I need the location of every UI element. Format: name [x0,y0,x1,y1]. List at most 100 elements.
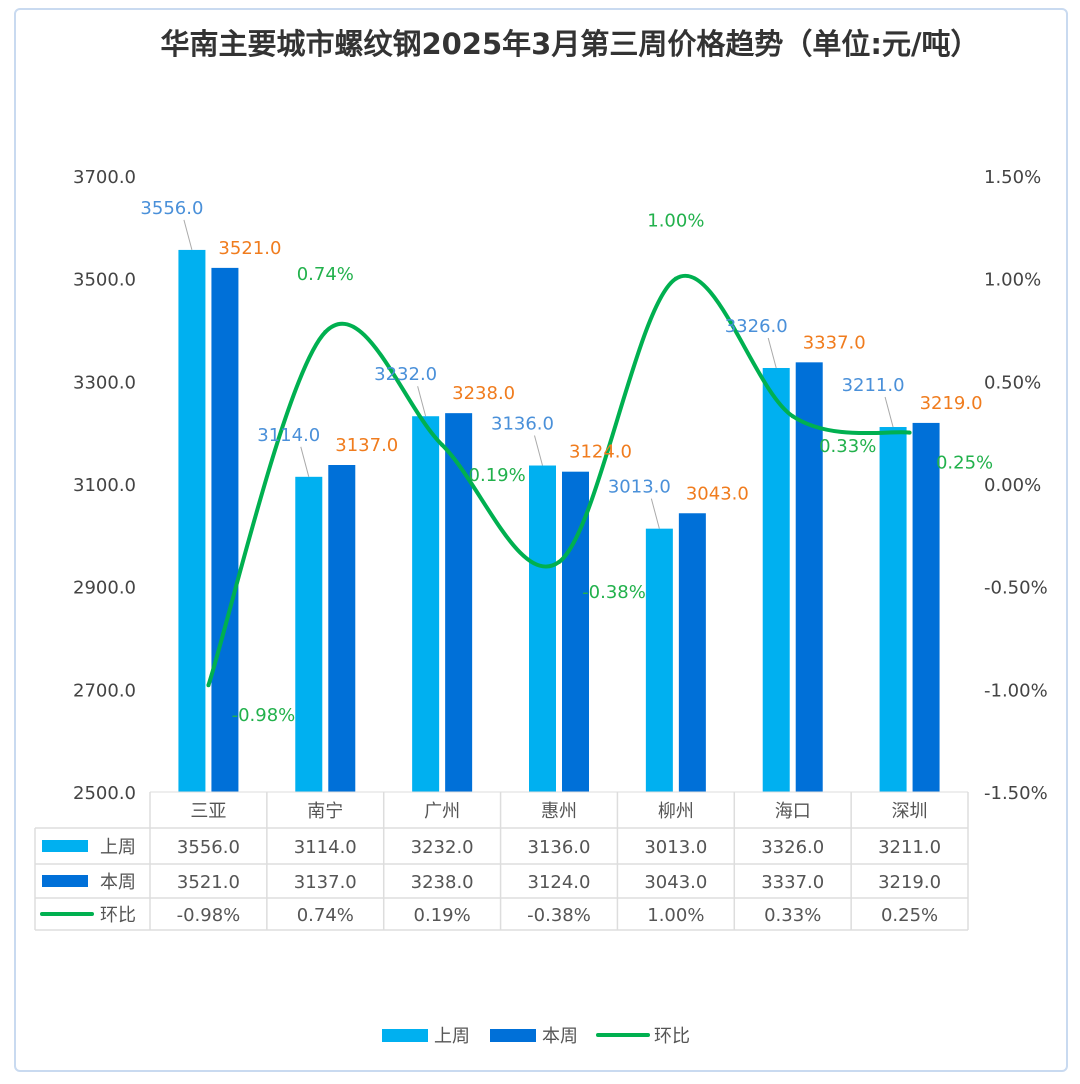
table-cell: 3043.0 [644,872,707,893]
chart-frame [14,8,1068,1072]
data-label-this-week: 3521.0 [218,238,281,259]
data-label-change: 0.25% [936,453,993,474]
left-axis-tick: 3300.0 [73,372,136,393]
bar-last-week [762,367,790,792]
bar-last-week [879,427,907,792]
left-axis-tick: 2700.0 [73,680,136,701]
line-point [907,430,912,435]
bar-last-week [412,416,440,792]
data-label-change: -0.38% [582,582,646,603]
table-legend-key [42,875,88,887]
line-point [440,442,445,447]
data-label-change: -0.98% [232,705,296,726]
bar-last-week [295,476,323,792]
table-cell: 3114.0 [294,837,357,858]
table-category: 惠州 [541,801,577,822]
right-axis-tick: 1.50% [984,167,1041,188]
table-category: 深圳 [892,801,928,822]
table-cell: 3556.0 [177,837,240,858]
bar-this-week [912,422,940,792]
bar-this-week [328,465,356,792]
chart-title: 华南主要城市螺纹钢2025年3月第三周价格趋势（单位:元/吨） [160,27,980,61]
table-cell: 3211.0 [878,837,941,858]
table-cell: -0.38% [527,905,591,926]
right-axis-tick: 1.00% [984,270,1041,291]
bar-this-week [795,362,823,792]
right-axis-tick: 0.50% [984,372,1041,393]
data-label-change: 0.74% [297,264,354,285]
table-cell: 3337.0 [761,872,824,893]
left-axis-tick: 3700.0 [73,167,136,188]
bar-this-week [211,267,239,792]
left-axis-tick: 3100.0 [73,475,136,496]
table-legend-key [42,840,88,852]
data-label-change: 1.00% [647,211,704,232]
line-point [557,560,561,565]
table-cell: 3521.0 [177,872,240,893]
data-label-this-week: 3337.0 [803,332,866,353]
table-series-name: 环比 [100,905,136,926]
data-label-last-week: 3556.0 [140,198,203,219]
table-cell: 1.00% [647,905,704,926]
line-point [206,683,211,688]
leader-line [183,219,193,251]
left-axis-tick: 2500.0 [73,783,136,804]
bar-last-week [645,528,673,792]
data-label-this-week: 3238.0 [452,383,515,404]
legend-key [490,1029,536,1042]
leader-line [300,446,310,477]
leader-line [767,337,777,369]
line-point [673,276,678,281]
table-cell: 3013.0 [644,837,707,858]
table-cell: 3219.0 [878,872,941,893]
data-label-change: 0.33% [819,436,876,457]
data-label-this-week: 3219.0 [920,393,983,414]
table-cell: -0.98% [177,905,241,926]
table-cell: 3124.0 [528,872,591,893]
table-cell: 3136.0 [528,837,591,858]
bar-this-week [562,471,589,792]
leader-line [417,386,427,417]
table-series-name: 上周 [100,837,136,858]
table-category: 海口 [775,801,811,822]
leader-line [650,498,660,529]
data-label-change: 0.19% [469,465,526,486]
leader-line [884,396,894,428]
table-category: 柳州 [658,801,694,822]
right-axis-tick: -0.50% [984,578,1048,599]
line-point [323,330,328,335]
table-cell: 3238.0 [411,872,474,893]
data-label-last-week: 3013.0 [608,477,671,498]
data-label-last-week: 3136.0 [491,414,554,435]
table-cell: 0.19% [414,905,471,926]
legend-label: 环比 [654,1026,690,1047]
data-label-this-week: 3043.0 [686,483,749,504]
line-change [206,273,910,686]
legend-label: 上周 [434,1026,470,1047]
table-category: 南宁 [307,801,343,822]
bar-last-week [178,249,206,793]
data-label-this-week: 3137.0 [335,435,398,456]
data-label-last-week: 3232.0 [374,364,437,385]
table-series-name: 本周 [100,872,136,893]
left-axis-tick: 2900.0 [73,578,136,599]
right-axis-tick: -1.50% [984,783,1048,804]
bar-last-week [529,465,556,792]
table-cell: 0.74% [297,905,354,926]
table-cell: 0.33% [764,905,821,926]
table-cell: 3137.0 [294,872,357,893]
table-category: 广州 [424,801,460,822]
data-label-last-week: 3326.0 [725,316,788,337]
table-cell: 3326.0 [761,837,824,858]
data-label-this-week: 3124.0 [569,442,632,463]
leader-line [534,435,543,466]
data-label-last-week: 3114.0 [257,425,320,446]
data-label-last-week: 3211.0 [842,375,905,396]
legend-label: 本周 [542,1026,578,1047]
table-cell: 0.25% [881,905,938,926]
line-point [790,414,795,419]
right-axis-tick: -1.00% [984,680,1048,701]
bar-this-week [678,513,706,792]
table-cell: 3232.0 [411,837,474,858]
